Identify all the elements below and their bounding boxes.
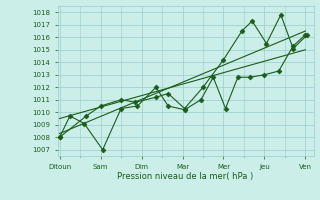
X-axis label: Pression niveau de la mer( hPa ): Pression niveau de la mer( hPa ) xyxy=(117,172,254,181)
